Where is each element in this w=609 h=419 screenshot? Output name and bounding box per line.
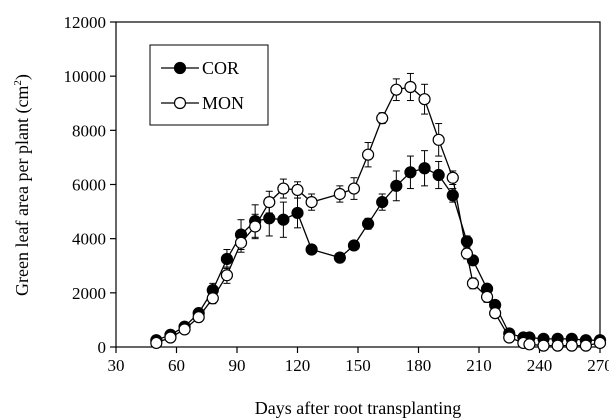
data-point-cor bbox=[390, 179, 403, 192]
data-point-mon bbox=[150, 336, 163, 350]
y-axis-title-end: ) bbox=[12, 74, 33, 80]
data-point-mon bbox=[376, 112, 389, 125]
legend-marker-mon bbox=[173, 96, 187, 110]
series-cor bbox=[150, 150, 607, 347]
y-tick-label: 4000 bbox=[72, 230, 106, 249]
data-point-mon bbox=[305, 196, 318, 209]
legend-box bbox=[149, 44, 269, 126]
legend-label-cor: COR bbox=[202, 58, 239, 78]
data-point-cor bbox=[333, 251, 346, 264]
x-tick-label: 150 bbox=[345, 356, 371, 375]
data-point-mon bbox=[277, 182, 290, 195]
data-point-mon bbox=[164, 331, 177, 344]
data-point-mon bbox=[263, 196, 276, 209]
y-tick-label: 2000 bbox=[72, 284, 106, 303]
data-point-cor bbox=[376, 196, 389, 209]
data-point-mon bbox=[361, 148, 375, 161]
series-line-mon bbox=[156, 86, 601, 347]
data-point-cor bbox=[432, 168, 445, 182]
data-point-mon bbox=[390, 83, 403, 96]
data-point-mon bbox=[206, 292, 219, 305]
data-point-mon bbox=[503, 331, 516, 344]
data-point-mon bbox=[347, 182, 361, 195]
legend-marker-cor bbox=[173, 61, 187, 75]
data-point-cor bbox=[220, 252, 234, 266]
axes: 0 2000 4000 6000 8000 10000 12000 30 60 90 120 150 1… bbox=[64, 13, 609, 375]
y-axis-title-superscript: 2 bbox=[12, 80, 24, 86]
x-tick-label: 90 bbox=[229, 356, 246, 375]
data-point-mon bbox=[537, 339, 550, 352]
data-point-cor bbox=[277, 213, 290, 226]
y-tick-label: 0 bbox=[98, 338, 107, 357]
data-point-mon bbox=[432, 133, 445, 146]
data-point-cor bbox=[418, 162, 431, 175]
data-point-cor bbox=[460, 235, 473, 248]
x-tick-label: 210 bbox=[466, 356, 492, 375]
x-axis-title: Days after root transplanting bbox=[255, 398, 461, 418]
x-tick-label: 240 bbox=[527, 356, 553, 375]
data-point-mon bbox=[579, 339, 592, 352]
data-point-mon bbox=[460, 247, 473, 260]
data-point-mon bbox=[178, 323, 191, 336]
data-point-cor bbox=[291, 206, 304, 220]
data-point-mon bbox=[480, 290, 494, 303]
y-tick-label: 12000 bbox=[64, 13, 107, 32]
data-point-mon bbox=[446, 171, 459, 184]
y-tick-label: 10000 bbox=[64, 67, 107, 86]
data-point-cor bbox=[347, 239, 361, 252]
y-tick-label: 8000 bbox=[72, 121, 106, 140]
data-point-cor bbox=[361, 217, 375, 230]
data-point-mon bbox=[249, 220, 262, 233]
x-tick-label: 180 bbox=[406, 356, 432, 375]
data-point-mon bbox=[489, 307, 502, 320]
y-axis-title-main: Green leaf area per plant (cm bbox=[12, 86, 33, 296]
data-point-mon bbox=[291, 183, 304, 197]
data-point-mon bbox=[551, 339, 564, 352]
data-point-mon bbox=[523, 338, 536, 351]
x-tick-label: 270 bbox=[587, 356, 609, 375]
series-layer bbox=[150, 72, 607, 352]
data-point-mon bbox=[220, 269, 234, 282]
data-point-mon bbox=[404, 80, 417, 94]
data-point-mon bbox=[418, 93, 431, 106]
data-point-mon bbox=[333, 187, 346, 201]
series-mon bbox=[150, 72, 607, 352]
data-point-mon bbox=[234, 236, 248, 249]
y-tick-label: 6000 bbox=[72, 176, 106, 195]
x-tick-label: 30 bbox=[108, 356, 125, 375]
y-axis-title: Green leaf area per plant (cm2) bbox=[12, 74, 33, 296]
data-point-mon bbox=[466, 277, 480, 290]
legend: COR MON bbox=[149, 44, 269, 126]
legend-label-mon: MON bbox=[202, 93, 244, 113]
data-point-mon bbox=[192, 311, 205, 324]
x-tick-label: 120 bbox=[285, 356, 311, 375]
series-line-cor bbox=[156, 167, 600, 341]
data-point-mon bbox=[565, 339, 578, 352]
data-point-cor bbox=[305, 243, 318, 256]
data-point-mon bbox=[593, 336, 607, 350]
data-point-cor bbox=[263, 212, 276, 225]
data-point-cor bbox=[404, 166, 417, 179]
x-tick-label: 60 bbox=[168, 356, 185, 375]
